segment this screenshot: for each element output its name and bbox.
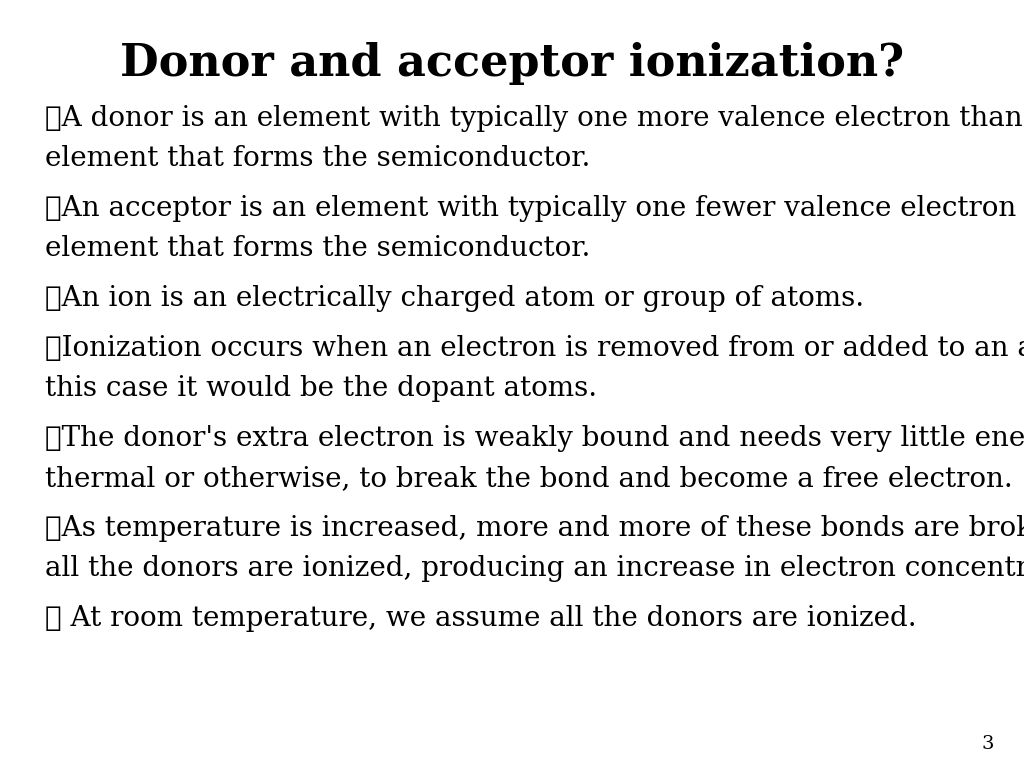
Text: ➢The donor's extra electron is weakly bound and needs very little energy,: ➢The donor's extra electron is weakly bo… [45, 425, 1024, 452]
Text: element that forms the semiconductor.: element that forms the semiconductor. [45, 145, 591, 172]
Text: ➢ At room temperature, we assume all the donors are ionized.: ➢ At room temperature, we assume all the… [45, 605, 916, 632]
Text: all the donors are ionized, producing an increase in electron concentration.: all the donors are ionized, producing an… [45, 555, 1024, 582]
Text: ➢A donor is an element with typically one more valence electron than the: ➢A donor is an element with typically on… [45, 105, 1024, 132]
Text: thermal or otherwise, to break the bond and become a free electron.: thermal or otherwise, to break the bond … [45, 465, 1013, 492]
Text: ➢An acceptor is an element with typically one fewer valence electron than the: ➢An acceptor is an element with typicall… [45, 195, 1024, 222]
Text: ➢An ion is an electrically charged atom or group of atoms.: ➢An ion is an electrically charged atom … [45, 285, 864, 312]
Text: ➢Ionization occurs when an electron is removed from or added to an atom, in: ➢Ionization occurs when an electron is r… [45, 335, 1024, 362]
Text: Donor and acceptor ionization?: Donor and acceptor ionization? [120, 42, 904, 85]
Text: element that forms the semiconductor.: element that forms the semiconductor. [45, 235, 591, 262]
Text: 3: 3 [981, 735, 994, 753]
Text: this case it would be the dopant atoms.: this case it would be the dopant atoms. [45, 375, 597, 402]
Text: ➢As temperature is increased, more and more of these bonds are broken, until: ➢As temperature is increased, more and m… [45, 515, 1024, 542]
